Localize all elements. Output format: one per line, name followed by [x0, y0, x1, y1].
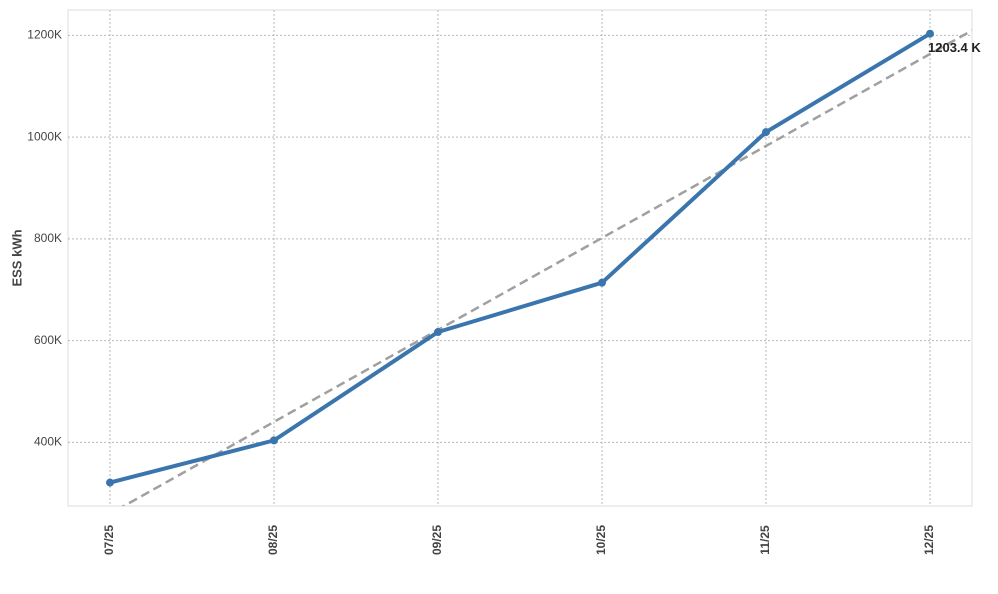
point	[762, 128, 770, 137]
data-label: 1203.4 K	[928, 40, 981, 55]
point	[106, 478, 114, 487]
series-line	[109, 31, 932, 485]
x-tick-label: 08/25	[266, 525, 280, 555]
x-tick-label: 07/25	[102, 525, 116, 555]
point	[434, 328, 442, 337]
y-tick-label: 800K	[34, 231, 62, 245]
y-tick-label: 1000K	[27, 129, 62, 143]
y-tick-label: 1200K	[27, 28, 62, 42]
point	[270, 436, 278, 445]
y-axis-label: ESS kWh	[9, 229, 24, 286]
plot-area	[67, 9, 973, 507]
x-tick-label: 10/25	[594, 525, 608, 555]
point	[926, 29, 934, 38]
x-tick-label: 12/25	[922, 525, 936, 555]
y-tick-label: 400K	[34, 435, 62, 449]
point	[598, 278, 606, 287]
x-tick-label: 09/25	[430, 525, 444, 555]
y-tick-label: 600K	[34, 333, 62, 347]
x-tick-label: 11/25	[758, 525, 772, 555]
